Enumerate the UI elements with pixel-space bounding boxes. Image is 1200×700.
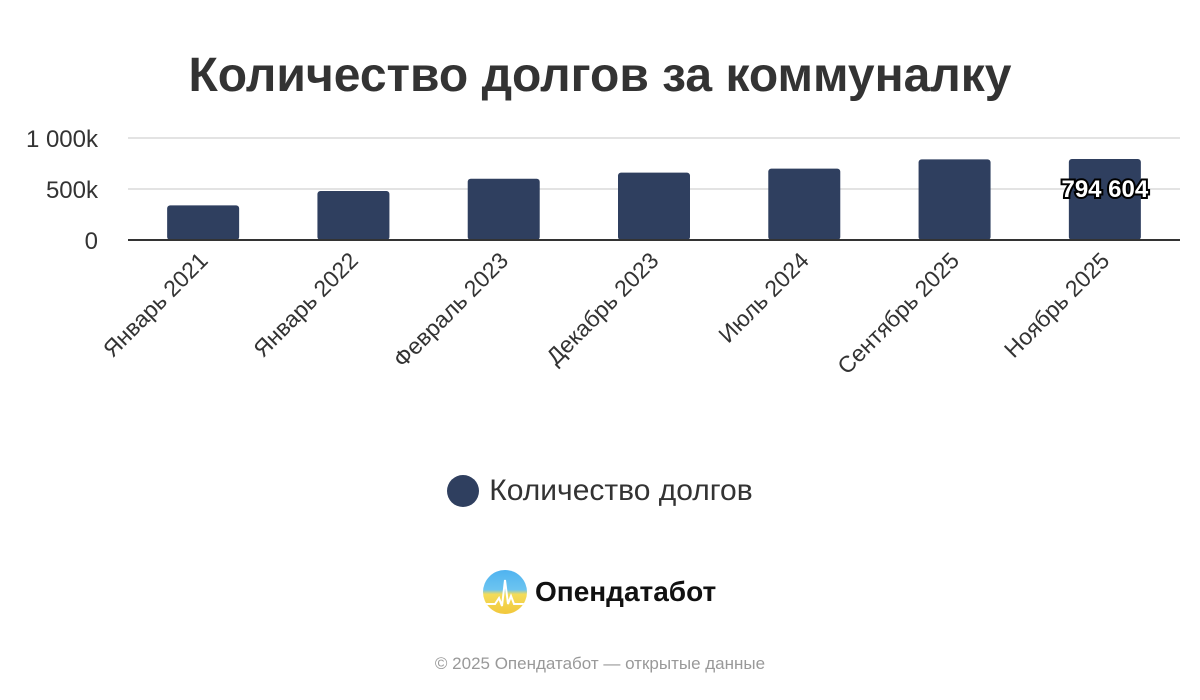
y-tick-label: 500k [46,177,99,204]
bar [317,191,390,240]
x-tick-label: Ноябрь 2025 [999,247,1115,363]
bar [167,205,240,240]
bar [918,159,991,240]
footer-copyright: © 2025 Опендатабот — открытые данные [434,654,766,673]
x-tick-label: Январь 2021 [98,247,213,362]
legend[interactable]: Количество долгов [0,474,1200,508]
brand-name: Опендатабот [535,576,717,607]
y-tick-label: 0 [85,228,98,255]
x-tick-label: Февраль 2023 [388,247,513,372]
x-tick-label: Июль 2024 [713,247,814,348]
chart-title: Количество долгов за коммуналку [188,49,1012,102]
bar [618,172,690,240]
bar [768,168,841,240]
x-tick-label: Сентябрь 2025 [832,247,964,379]
y-tick-label: 1 000k [26,126,99,153]
x-tick-label: Январь 2022 [248,247,363,362]
legend-label: Количество долгов [489,474,753,507]
legend-marker [447,475,480,507]
bar [467,178,540,240]
bar [1068,158,1141,240]
bar-chart: 0 500k 1 000k Январь 2021 Январь 2022 Февраль… [26,126,1180,379]
opendatabot-logo-icon [483,570,527,614]
data-label: 794 604 [1061,176,1148,203]
x-tick-label: Декабрь 2023 [541,247,663,369]
brand-logo: Опендатабот [483,570,716,614]
